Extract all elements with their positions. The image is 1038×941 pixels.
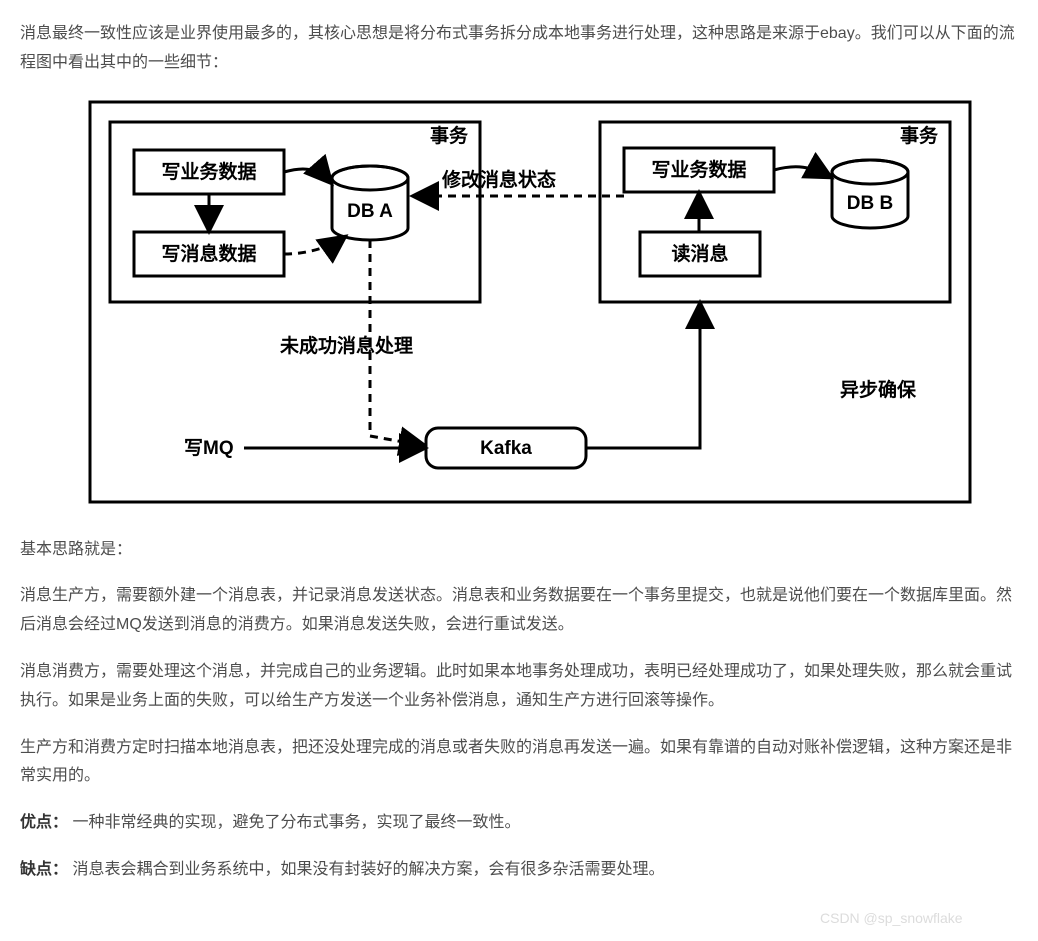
basic-heading: 基本思路就是： [20, 536, 1018, 565]
arrow-kafka-to-read [586, 302, 700, 448]
scan-paragraph: 生产方和消费方定时扫描本地消息表，把还没处理完成的消息或者失败的消息再发送一遍。… [20, 734, 1018, 792]
write-mq-label: 写MQ [184, 438, 234, 459]
cons-label: 缺点： [20, 861, 68, 878]
pros-text: 一种非常经典的实现，避免了分布式事务，实现了最终一致性。 [68, 814, 520, 831]
write-biz2-text: 写业务数据 [651, 158, 746, 181]
kafka-text: Kafka [480, 438, 532, 459]
db-b: DB B [832, 160, 908, 228]
right-txn-label: 事务 [900, 124, 939, 147]
pending-label: 未成功消息处理 [279, 334, 413, 357]
svg-text:DB A: DB A [347, 201, 393, 222]
read-msg-text: 读消息 [671, 242, 728, 265]
intro-text: 消息最终一致性应该是业界使用最多的，其核心思想是将分布式事务拆分成本地事务进行处… [20, 20, 1018, 78]
producer-paragraph: 消息生产方，需要额外建一个消息表，并记录消息发送状态。消息表和业务数据要在一个事… [20, 582, 1018, 640]
left-txn-label: 事务 [430, 124, 469, 147]
cons-text: 消息表会耦合到业务系统中，如果没有封装好的解决方案，会有很多杂活需要处理。 [68, 861, 664, 878]
cons-line: 缺点： 消息表会耦合到业务系统中，如果没有封装好的解决方案，会有很多杂活需要处理… [20, 856, 1018, 885]
consumer-paragraph: 消息消费方，需要处理这个消息，并完成自己的业务逻辑。此时如果本地事务处理成功，表… [20, 658, 1018, 716]
flow-diagram: 事务 写业务数据 写消息数据 DB A 事务 写业务数据 读消息 DB B 修改… [80, 96, 1018, 508]
arrow-biz2-to-dbb [774, 166, 832, 177]
write-biz-text: 写业务数据 [161, 160, 256, 183]
db-a: DB A [332, 166, 408, 240]
modify-status-label: 修改消息状态 [441, 168, 556, 191]
async-ensure-label: 异步确保 [840, 378, 917, 401]
pros-label: 优点： [20, 814, 68, 831]
arrow-biz-to-dba [284, 168, 332, 183]
svg-text:DB B: DB B [847, 193, 893, 214]
watermark: CSDN @sp_snowflake [820, 906, 963, 931]
arrow-msg-to-dba [284, 236, 346, 254]
pros-line: 优点： 一种非常经典的实现，避免了分布式事务，实现了最终一致性。 [20, 809, 1018, 838]
write-msg-text: 写消息数据 [161, 242, 256, 265]
